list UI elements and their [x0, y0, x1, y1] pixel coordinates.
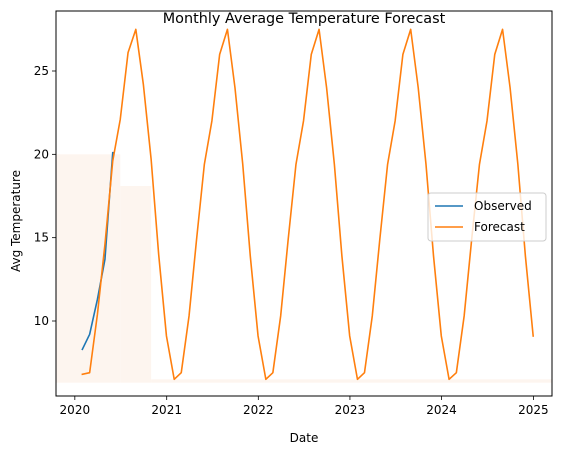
y-tick-label-10: 10	[34, 314, 49, 328]
x-tick-label-2023: 2023	[335, 403, 366, 417]
y-tick-label-15: 15	[34, 231, 49, 245]
y-axis-label: Avg Temperature	[9, 170, 23, 272]
legend: Observed Forecast	[427, 192, 547, 242]
x-tick-label-2024: 2024	[426, 403, 457, 417]
shaded-region-2	[151, 379, 552, 383]
y-tick-label-20: 20	[34, 147, 49, 161]
plot-area-frame	[55, 10, 553, 397]
legend-box	[427, 192, 547, 242]
y-tick-label-25: 25	[34, 64, 49, 78]
x-axis-ticks: 2020 2021 2022 2023 2024 2025	[60, 396, 549, 417]
legend-label-forecast: Forecast	[474, 220, 525, 234]
x-tick-label-2021: 2021	[151, 403, 182, 417]
x-tick-label-2025: 2025	[518, 403, 549, 417]
series-line-forecast	[81, 28, 535, 381]
x-axis-label: Date	[290, 431, 319, 445]
series-lines	[81, 28, 535, 381]
x-tick-label-2022: 2022	[243, 403, 274, 417]
chart-title: Monthly Average Temperature Forecast	[163, 11, 446, 27]
x-tick-label-2020: 2020	[60, 403, 91, 417]
y-axis-ticks: 10 15 20 25	[34, 64, 56, 328]
shaded-region-1	[120, 186, 152, 383]
legend-label-observed: Observed	[474, 199, 532, 213]
